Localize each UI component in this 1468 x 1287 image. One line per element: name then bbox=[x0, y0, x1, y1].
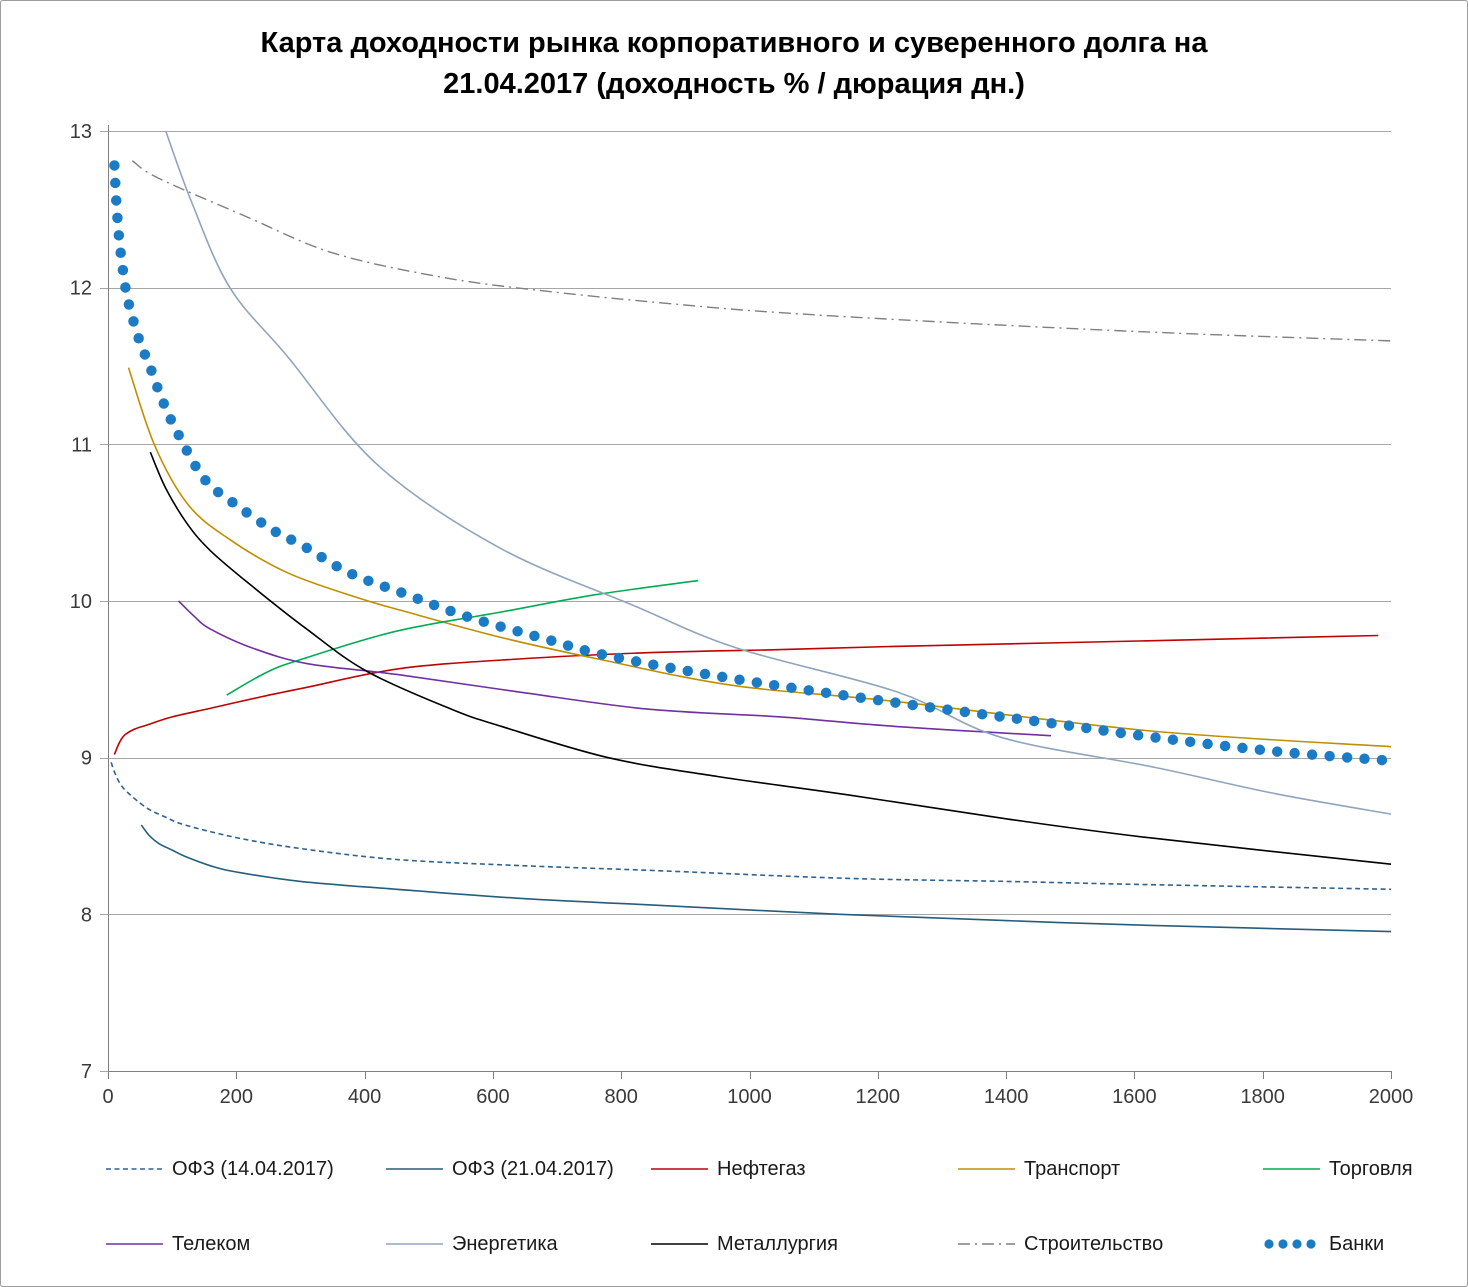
chart-title: Карта доходности рынка корпоративного и … bbox=[260, 27, 1208, 100]
x-axis-label: 600 bbox=[476, 1086, 509, 1108]
legend-label: Нефтегаз bbox=[717, 1157, 806, 1180]
series-Металлургия bbox=[149, 451, 1392, 865]
axis-tick-labels: 7 8 9 10 11 12 13 0 200 400 600 800 1000 1200 1400 1600… bbox=[70, 121, 1414, 1108]
series-ОФЗ (14.04.2017) bbox=[110, 762, 1392, 891]
y-axis-label: 9 bbox=[81, 748, 92, 770]
series-Телеком bbox=[178, 600, 1052, 737]
series-ОФЗ (21.04.2017) bbox=[140, 824, 1392, 933]
x-axis-label: 0 bbox=[102, 1086, 113, 1108]
legend-key-icon bbox=[1263, 1168, 1320, 1170]
legend-item-10: Банки bbox=[1263, 1233, 1384, 1255]
x-axis-label: 2000 bbox=[1369, 1086, 1414, 1108]
series-Нефтегаз bbox=[113, 634, 1379, 755]
legend-item-6: Телеком bbox=[106, 1233, 250, 1255]
legend-label: Металлургия bbox=[717, 1232, 838, 1255]
y-axis-label: 13 bbox=[70, 121, 92, 143]
legend-item-3: Нефтегаз bbox=[651, 1158, 806, 1180]
x-axis-label: 1800 bbox=[1240, 1086, 1285, 1108]
legend-key-icon bbox=[651, 1243, 708, 1245]
legend-label: Торговля bbox=[1329, 1157, 1413, 1180]
gridlines bbox=[100, 131, 1391, 1072]
y-axis-label: 7 bbox=[81, 1061, 92, 1083]
y-axis-label: 10 bbox=[70, 591, 92, 613]
legend-key-icon bbox=[1264, 1239, 1316, 1249]
legend-label: Телеком bbox=[172, 1232, 251, 1255]
series-Торговля bbox=[226, 579, 699, 696]
legend-label: ОФЗ (14.04.2017) bbox=[172, 1157, 334, 1180]
legend-label: Энергетика bbox=[452, 1232, 558, 1255]
legend-label: ОФЗ (21.04.2017) bbox=[452, 1157, 614, 1180]
legend-label: Строительство bbox=[1024, 1232, 1164, 1255]
series-Банки bbox=[109, 160, 1394, 767]
legend-item-4: Транспорт bbox=[958, 1158, 1120, 1180]
x-axis-label: 1600 bbox=[1112, 1086, 1157, 1108]
x-axis-label: 800 bbox=[605, 1086, 638, 1108]
legend-key-icon bbox=[106, 1243, 163, 1245]
legend-item-7: Энергетика bbox=[386, 1233, 558, 1255]
legend-key-icon bbox=[386, 1168, 443, 1170]
legend-key-icon bbox=[106, 1168, 163, 1170]
x-axis-label: 400 bbox=[348, 1086, 381, 1108]
legend-item-1: ОФЗ (14.04.2017) bbox=[106, 1158, 334, 1180]
legend-item-5: Торговля bbox=[1263, 1158, 1413, 1180]
axes bbox=[108, 125, 1392, 1079]
legend-key-icon bbox=[958, 1168, 1015, 1170]
x-axis-label: 1400 bbox=[984, 1086, 1029, 1108]
series-Строительство bbox=[131, 160, 1392, 342]
x-axis-label: 1000 bbox=[727, 1086, 772, 1108]
legend-label: Банки bbox=[1329, 1232, 1385, 1255]
x-axis-label: 200 bbox=[220, 1086, 253, 1108]
legend-key-icon bbox=[386, 1243, 443, 1245]
legend-label: Транспорт bbox=[1024, 1157, 1121, 1180]
y-axis-label: 12 bbox=[70, 278, 92, 300]
legend-item-8: Металлургия bbox=[651, 1233, 838, 1255]
y-axis-label: 11 bbox=[71, 434, 92, 456]
legend-key-icon bbox=[958, 1243, 1015, 1245]
y-axis-label: 8 bbox=[81, 904, 92, 926]
series-Энергетика bbox=[164, 130, 1392, 815]
x-axis-label: 1200 bbox=[856, 1086, 901, 1108]
legend-key-icon bbox=[651, 1168, 708, 1170]
legend-item-9: Строительство bbox=[958, 1233, 1163, 1255]
legend-item-2: ОФЗ (21.04.2017) bbox=[386, 1158, 614, 1180]
